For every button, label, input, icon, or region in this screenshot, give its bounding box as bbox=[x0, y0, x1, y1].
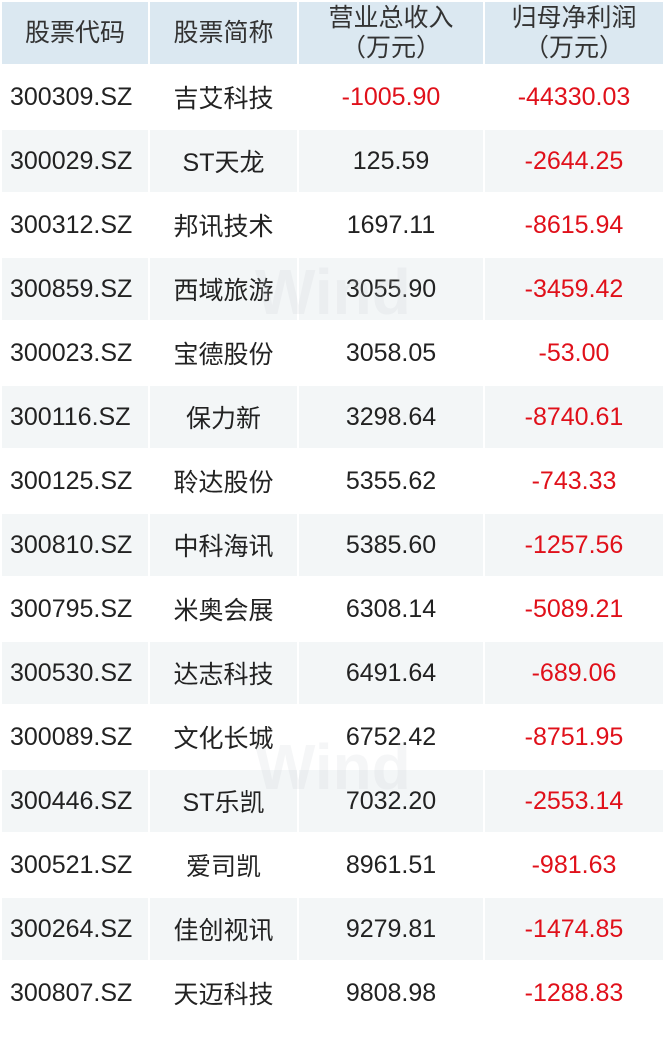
header-revenue: 营业总收入 （万元） bbox=[297, 0, 485, 66]
profit-cell: -743.33 bbox=[483, 448, 663, 514]
table-row: 300859.SZ 西域旅游 3055.90 -3459.42 bbox=[0, 256, 663, 322]
header-code: 股票代码 bbox=[0, 0, 150, 66]
table-row: 300521.SZ 爱司凯 8961.51 -981.63 bbox=[0, 832, 663, 898]
stock-name-cell: 爱司凯 bbox=[148, 832, 299, 898]
profit-cell: -2553.14 bbox=[483, 768, 663, 834]
revenue-cell: 9279.81 bbox=[297, 896, 485, 962]
stock-name-cell: 宝德股份 bbox=[148, 320, 299, 386]
table-row: 300446.SZ ST乐凯 7032.20 -2553.14 bbox=[0, 768, 663, 834]
stock-name-cell: 天迈科技 bbox=[148, 960, 299, 1026]
profit-cell: -53.00 bbox=[483, 320, 663, 386]
stock-code-cell: 300125.SZ bbox=[0, 448, 150, 514]
stock-name-cell: 聆达股份 bbox=[148, 448, 299, 514]
profit-cell: -44330.03 bbox=[483, 64, 663, 130]
stock-name-cell: 吉艾科技 bbox=[148, 64, 299, 130]
stock-name-cell: ST乐凯 bbox=[148, 768, 299, 834]
table-row: 300807.SZ 天迈科技 9808.98 -1288.83 bbox=[0, 960, 663, 1026]
revenue-cell: 6752.42 bbox=[297, 704, 485, 770]
revenue-cell: 6308.14 bbox=[297, 576, 485, 642]
table-row: 300029.SZ ST天龙 125.59 -2644.25 bbox=[0, 128, 663, 194]
table-row: 300312.SZ 邦讯技术 1697.11 -8615.94 bbox=[0, 192, 663, 258]
stock-name-cell: 米奥会展 bbox=[148, 576, 299, 642]
stock-code-cell: 300312.SZ bbox=[0, 192, 150, 258]
table-row: 300116.SZ 保力新 3298.64 -8740.61 bbox=[0, 384, 663, 450]
revenue-cell: 3298.64 bbox=[297, 384, 485, 450]
stock-code-cell: 300309.SZ bbox=[0, 64, 150, 130]
stock-name-cell: 保力新 bbox=[148, 384, 299, 450]
table-row: 300089.SZ 文化长城 6752.42 -8751.95 bbox=[0, 704, 663, 770]
profit-cell: -8740.61 bbox=[483, 384, 663, 450]
revenue-cell: 8961.51 bbox=[297, 832, 485, 898]
table-row: 300795.SZ 米奥会展 6308.14 -5089.21 bbox=[0, 576, 663, 642]
stock-name-cell: 邦讯技术 bbox=[148, 192, 299, 258]
stock-name-cell: ST天龙 bbox=[148, 128, 299, 194]
table-row: 300023.SZ 宝德股份 3058.05 -53.00 bbox=[0, 320, 663, 386]
stock-code-cell: 300264.SZ bbox=[0, 896, 150, 962]
stock-code-cell: 300446.SZ bbox=[0, 768, 150, 834]
table-row: 300309.SZ 吉艾科技 -1005.90 -44330.03 bbox=[0, 64, 663, 130]
header-row: 股票代码 股票简称 营业总收入 （万元） 归母净利润 （万元） bbox=[0, 0, 663, 66]
stock-code-cell: 300859.SZ bbox=[0, 256, 150, 322]
profit-cell: -1474.85 bbox=[483, 896, 663, 962]
revenue-cell: 1697.11 bbox=[297, 192, 485, 258]
revenue-cell: 3055.90 bbox=[297, 256, 485, 322]
profit-cell: -8615.94 bbox=[483, 192, 663, 258]
revenue-cell: 5355.62 bbox=[297, 448, 485, 514]
header-profit: 归母净利润 （万元） bbox=[483, 0, 663, 66]
profit-cell: -1288.83 bbox=[483, 960, 663, 1026]
stock-name-cell: 西域旅游 bbox=[148, 256, 299, 322]
stock-code-cell: 300530.SZ bbox=[0, 640, 150, 706]
table-row: 300530.SZ 达志科技 6491.64 -689.06 bbox=[0, 640, 663, 706]
revenue-cell: -1005.90 bbox=[297, 64, 485, 130]
revenue-cell: 5385.60 bbox=[297, 512, 485, 578]
table-row: 300810.SZ 中科海讯 5385.60 -1257.56 bbox=[0, 512, 663, 578]
profit-cell: -8751.95 bbox=[483, 704, 663, 770]
profit-cell: -1257.56 bbox=[483, 512, 663, 578]
stock-code-cell: 300807.SZ bbox=[0, 960, 150, 1026]
revenue-cell: 3058.05 bbox=[297, 320, 485, 386]
revenue-cell: 125.59 bbox=[297, 128, 485, 194]
stock-name-cell: 中科海讯 bbox=[148, 512, 299, 578]
profit-cell: -2644.25 bbox=[483, 128, 663, 194]
header-name: 股票简称 bbox=[148, 0, 299, 66]
stock-name-cell: 文化长城 bbox=[148, 704, 299, 770]
stock-code-cell: 300029.SZ bbox=[0, 128, 150, 194]
table-row: 300125.SZ 聆达股份 5355.62 -743.33 bbox=[0, 448, 663, 514]
stock-code-cell: 300521.SZ bbox=[0, 832, 150, 898]
stock-code-cell: 300795.SZ bbox=[0, 576, 150, 642]
stock-code-cell: 300810.SZ bbox=[0, 512, 150, 578]
profit-cell: -689.06 bbox=[483, 640, 663, 706]
stock-code-cell: 300023.SZ bbox=[0, 320, 150, 386]
profit-cell: -5089.21 bbox=[483, 576, 663, 642]
stock-code-cell: 300116.SZ bbox=[0, 384, 150, 450]
revenue-cell: 9808.98 bbox=[297, 960, 485, 1026]
revenue-cell: 7032.20 bbox=[297, 768, 485, 834]
table-row: 300264.SZ 佳创视讯 9279.81 -1474.85 bbox=[0, 896, 663, 962]
revenue-cell: 6491.64 bbox=[297, 640, 485, 706]
stock-name-cell: 佳创视讯 bbox=[148, 896, 299, 962]
profit-cell: -981.63 bbox=[483, 832, 663, 898]
stock-name-cell: 达志科技 bbox=[148, 640, 299, 706]
profit-cell: -3459.42 bbox=[483, 256, 663, 322]
stock-code-cell: 300089.SZ bbox=[0, 704, 150, 770]
